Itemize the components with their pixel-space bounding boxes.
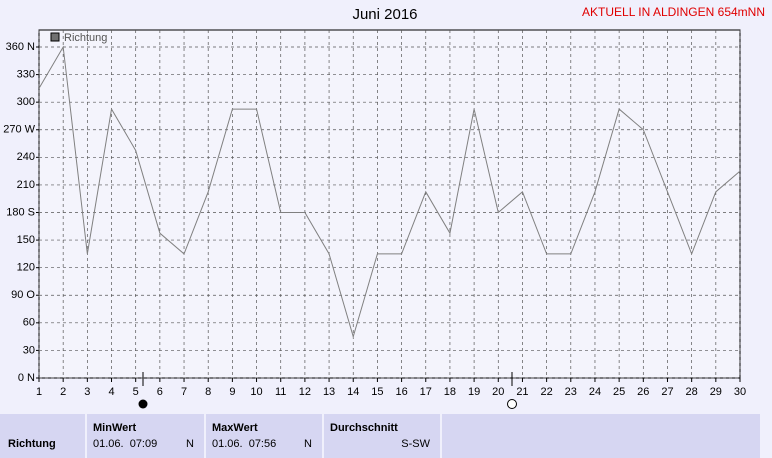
- y-tick-label: 0 N: [18, 372, 35, 384]
- y-tick-label: 150: [17, 234, 35, 246]
- x-tick-label: 6: [157, 386, 163, 398]
- x-tick-label: 3: [84, 386, 90, 398]
- x-tick-label: 15: [371, 386, 383, 398]
- x-tick-label: 16: [395, 386, 407, 398]
- x-tick-label: 14: [347, 386, 359, 398]
- x-tick-label: 23: [565, 386, 577, 398]
- x-tick-label: 18: [444, 386, 456, 398]
- x-tick-label: 10: [250, 386, 262, 398]
- x-tick-label: 1: [36, 386, 42, 398]
- row-label-cell: Richtung: [0, 414, 85, 458]
- x-tick-label: 13: [323, 386, 335, 398]
- time: 01.06. 07:56: [212, 438, 277, 450]
- x-tick-label: 25: [613, 386, 625, 398]
- y-tick-label: 210: [17, 179, 35, 191]
- y-tick-label: 120: [17, 262, 35, 274]
- x-tick-label: 20: [492, 386, 504, 398]
- direction: S-SW: [401, 438, 430, 450]
- y-tick-label: 300: [17, 96, 35, 108]
- chart: Juni 2016 AKTUELL IN ALDINGEN 654mNN Ric…: [3, 5, 765, 409]
- y-tick-label: 270 W: [3, 124, 35, 136]
- x-tick-label: 2: [60, 386, 66, 398]
- x-tick-label: 26: [637, 386, 649, 398]
- direction: N: [186, 438, 194, 450]
- max-cell: MaxWert 01.06. 07:56 N: [206, 414, 322, 458]
- header: Durchschnitt: [330, 422, 398, 434]
- x-tick-label: 19: [468, 386, 480, 398]
- row-label: Richtung: [8, 438, 56, 450]
- new-moon-icon: [138, 399, 148, 409]
- y-tick-label: 60: [23, 317, 35, 329]
- x-tick-label: 9: [229, 386, 235, 398]
- header: MinWert: [93, 422, 137, 434]
- y-tick-label: 240: [17, 151, 35, 163]
- station-label: AKTUELL IN ALDINGEN 654mNN: [582, 5, 765, 19]
- plot-area: [38, 29, 741, 379]
- x-tick-label: 21: [516, 386, 528, 398]
- x-tick-label: 22: [540, 386, 552, 398]
- x-tick-label: 29: [710, 386, 722, 398]
- x-tick-label: 27: [661, 386, 673, 398]
- full-moon-icon: [507, 399, 517, 409]
- x-tick-label: 8: [205, 386, 211, 398]
- x-tick-label: 12: [299, 386, 311, 398]
- header: MaxWert: [212, 422, 258, 434]
- avg-cell: Durchschnitt S-SW: [324, 414, 440, 458]
- x-tick-label: 11: [275, 386, 286, 398]
- x-tick-label: 24: [589, 386, 601, 398]
- y-tick-label: 30: [23, 344, 35, 356]
- x-tick-label: 4: [108, 386, 114, 398]
- y-tick-label: 180 S: [6, 206, 35, 218]
- x-tick-label: 5: [133, 386, 139, 398]
- x-tick-label: 28: [686, 386, 698, 398]
- y-tick-label: 90 O: [11, 289, 35, 301]
- legend-swatch: [50, 32, 60, 42]
- data-line: [38, 45, 741, 339]
- direction: N: [304, 438, 312, 450]
- x-tick-label: 7: [181, 386, 187, 398]
- y-tick-label: 360 N: [6, 41, 35, 53]
- empty-cell: [442, 414, 760, 458]
- y-tick-label: 330: [17, 68, 35, 80]
- chart-title: Juni 2016: [352, 6, 417, 23]
- x-tick-label: 30: [734, 386, 746, 398]
- min-cell: MinWert 01.06. 07:09 N: [87, 414, 204, 458]
- legend-label: Richtung: [64, 32, 107, 44]
- x-tick-label: 17: [420, 386, 432, 398]
- time: 01.06. 07:09: [93, 438, 158, 450]
